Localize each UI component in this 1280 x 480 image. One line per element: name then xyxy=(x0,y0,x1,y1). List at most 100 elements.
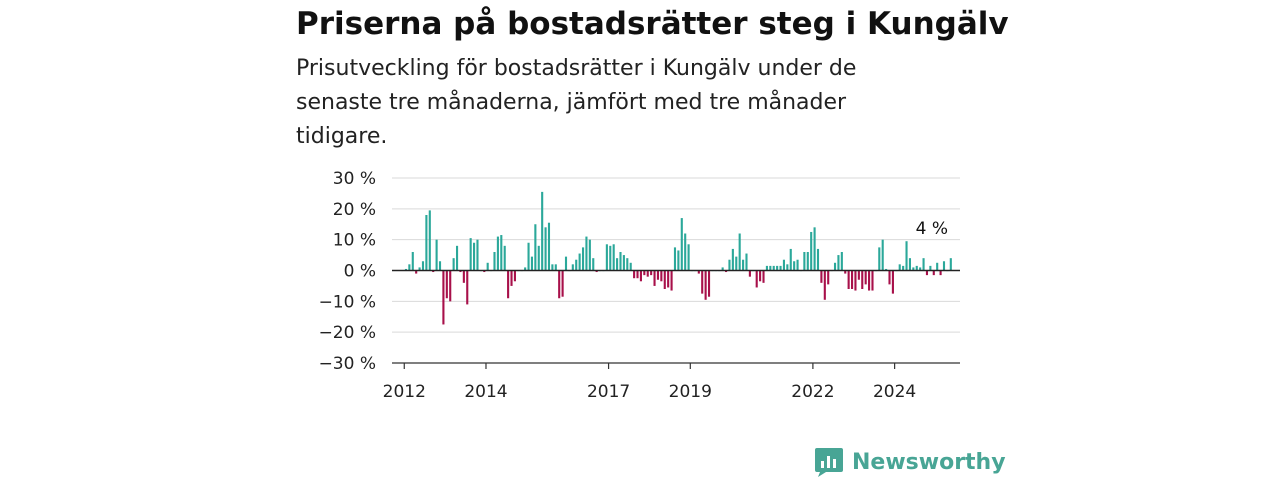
bar xyxy=(881,239,884,271)
bar xyxy=(588,239,591,271)
bar xyxy=(673,247,677,271)
bar xyxy=(609,245,612,271)
bar xyxy=(769,265,772,271)
bar xyxy=(633,270,636,279)
bar xyxy=(544,227,547,271)
bar xyxy=(701,270,704,294)
bar xyxy=(670,270,673,291)
bar xyxy=(939,270,942,276)
bar xyxy=(759,270,762,282)
bar xyxy=(449,270,452,302)
bar xyxy=(915,265,918,271)
bar xyxy=(452,258,455,271)
bar xyxy=(840,252,843,271)
bar xyxy=(541,191,544,271)
bar xyxy=(864,270,867,285)
bar xyxy=(793,261,796,271)
bar xyxy=(476,239,479,271)
y-tick-label: −10 % xyxy=(319,292,376,312)
bar xyxy=(469,238,472,271)
bar xyxy=(776,265,779,271)
bar xyxy=(816,248,820,271)
bar xyxy=(898,264,901,271)
bar xyxy=(721,267,724,271)
y-tick-label: 10 % xyxy=(333,231,376,251)
bar xyxy=(912,267,915,271)
bar xyxy=(949,258,952,271)
bar xyxy=(486,262,489,271)
bar xyxy=(592,258,595,271)
bar xyxy=(820,270,823,283)
bar xyxy=(653,270,656,286)
bar xyxy=(919,267,922,271)
bar xyxy=(891,270,894,294)
bar xyxy=(765,265,768,271)
bar xyxy=(905,241,908,271)
bar xyxy=(878,247,881,271)
bar xyxy=(418,267,421,271)
bar xyxy=(534,224,537,271)
bar xyxy=(561,270,564,297)
bar xyxy=(554,264,557,271)
bar xyxy=(524,267,527,271)
bar xyxy=(622,255,625,271)
bar xyxy=(411,252,414,271)
bar xyxy=(656,270,660,280)
bar xyxy=(735,256,738,271)
bar xyxy=(581,247,585,271)
chart-title: Priserna på bostadsrätter steg i Kungälv xyxy=(296,6,1009,42)
bar xyxy=(922,258,925,271)
y-tick-label: 0 % xyxy=(344,262,376,282)
bar xyxy=(755,270,758,288)
bar xyxy=(742,259,745,271)
bar xyxy=(704,270,707,300)
bar xyxy=(530,256,534,271)
bar xyxy=(687,244,690,271)
bar xyxy=(680,218,683,271)
bar xyxy=(507,270,510,299)
bar xyxy=(803,252,806,271)
x-tick-label: 2024 xyxy=(873,382,916,402)
bar xyxy=(558,270,561,299)
bar xyxy=(513,270,516,282)
bar xyxy=(605,244,608,271)
bar xyxy=(745,253,748,271)
bar xyxy=(650,270,653,276)
bar xyxy=(564,256,568,271)
bar xyxy=(827,270,830,285)
bar xyxy=(871,270,874,291)
bar xyxy=(786,264,789,271)
bars xyxy=(404,191,952,325)
bar xyxy=(425,215,428,271)
bar xyxy=(643,270,646,276)
bar xyxy=(619,252,622,271)
bar xyxy=(503,245,506,271)
bar xyxy=(728,259,731,271)
bar xyxy=(851,270,854,289)
bar xyxy=(857,270,860,280)
bar xyxy=(888,270,891,285)
bar xyxy=(462,270,465,283)
bar xyxy=(421,261,425,271)
bar xyxy=(762,270,765,283)
bar-chart: 30 %20 %10 %0 %−10 %−20 %−30 % 2012 2014 2… xyxy=(319,169,960,402)
bar xyxy=(500,235,503,271)
bar xyxy=(806,252,809,271)
bar xyxy=(527,242,530,271)
bar xyxy=(833,262,837,271)
bar xyxy=(455,245,459,271)
chart-subtitle: Prisutveckling för bostadsrätter i Kungä… xyxy=(296,56,857,149)
bar xyxy=(571,264,574,271)
bar xyxy=(847,270,850,289)
bar xyxy=(823,270,826,300)
bar xyxy=(636,270,639,279)
y-tick-label: −30 % xyxy=(319,354,376,374)
bar xyxy=(908,258,911,271)
bar xyxy=(684,233,687,271)
bar xyxy=(445,270,448,299)
x-axis-labels: 2012 2014 2017 2019 2022 2024 xyxy=(383,363,916,402)
bar xyxy=(473,242,476,271)
bar xyxy=(748,270,751,277)
bar xyxy=(861,270,864,289)
bar xyxy=(789,248,792,271)
